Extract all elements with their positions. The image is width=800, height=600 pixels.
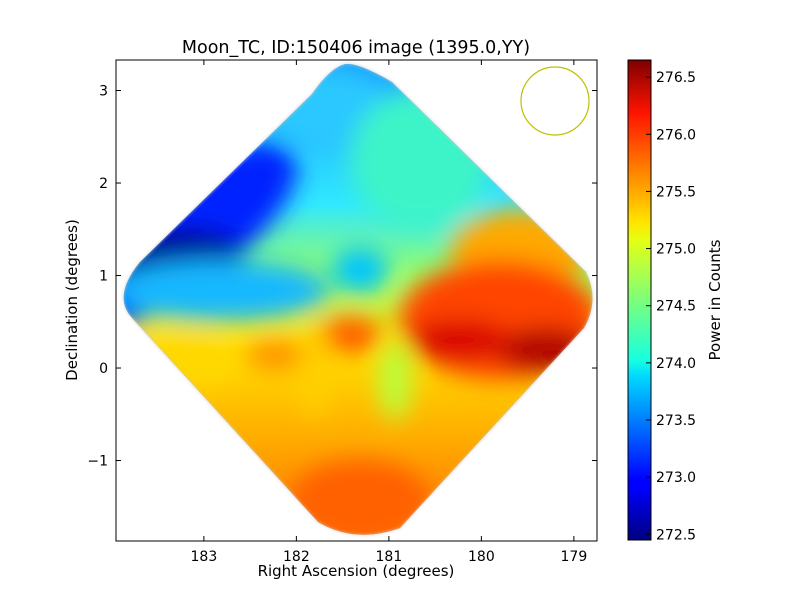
colorbar-tick-label: 275.5 (656, 184, 696, 200)
y-tick-label: −1 (87, 454, 108, 470)
x-tick-label: 180 (468, 549, 495, 565)
y-tick-label: 2 (99, 176, 108, 192)
colorbar-label: Power in Counts (706, 239, 724, 360)
x-tick-label: 179 (561, 549, 588, 565)
y-tick-label: 0 (99, 361, 108, 377)
y-tick-label: 3 (99, 84, 108, 100)
colorbar-ticks: 276.5 276.0 275.5 275.0 274.5 274.0 273.5 273.0… (646, 70, 696, 543)
colorbar (627, 59, 652, 541)
colorbar-tick-label: 273.0 (656, 470, 696, 486)
colorbar-tick-label: 275.0 (656, 242, 696, 258)
colorbar-tick-label: 272.5 (656, 527, 696, 543)
y-tick-label: 1 (99, 269, 108, 285)
colorbar-tick-label: 274.5 (656, 299, 696, 315)
footprint-edge (122, 63, 594, 536)
colorbar-tick-label: 273.5 (656, 413, 696, 429)
plot-frame (115, 59, 598, 542)
colorbar-tick-label: 274.0 (656, 356, 696, 372)
colorbar-tick-label: 276.5 (656, 70, 696, 86)
x-axis-label: Right Ascension (degrees) (258, 562, 455, 580)
y-axis-ticks: 3 2 1 0 −1 (87, 84, 597, 470)
y-axis-label: Declination (degrees) (63, 219, 81, 381)
x-tick-label: 182 (283, 549, 310, 565)
x-tick-label: 183 (191, 549, 218, 565)
x-tick-label: 181 (376, 549, 403, 565)
colorbar-tick-label: 276.0 (656, 127, 696, 143)
beam-circle (520, 66, 590, 136)
chart-title: Moon_TC, ID:150406 image (1395.0,YY) (182, 38, 530, 58)
x-axis-ticks: 183 182 181 180 179 (191, 60, 588, 565)
